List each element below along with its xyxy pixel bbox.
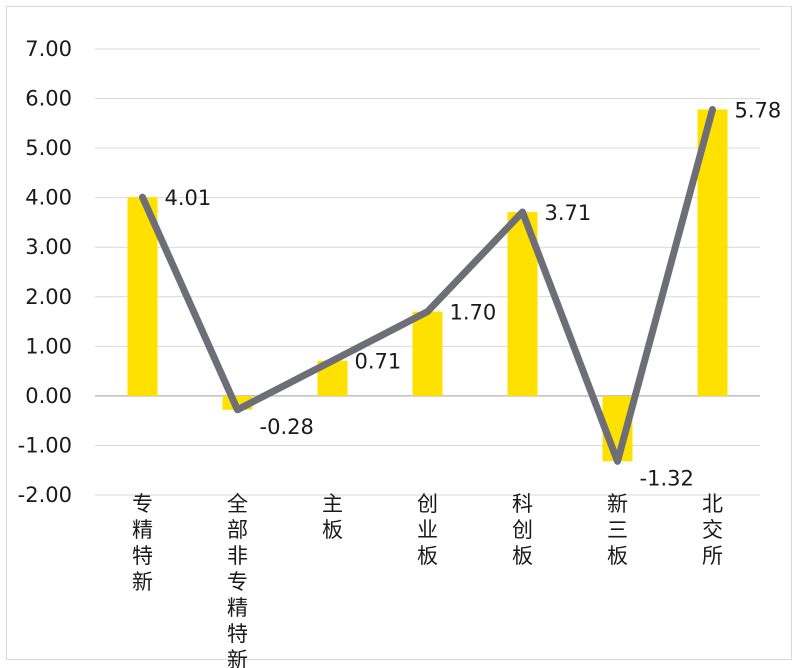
- y-tick-label: 3.00: [25, 235, 72, 259]
- y-tick-label: 0.00: [25, 384, 72, 408]
- category-label-6: 北交所: [702, 492, 723, 568]
- series-polyline: [139, 105, 716, 465]
- y-tick-label: 5.00: [25, 136, 72, 160]
- bars: [127, 109, 728, 462]
- bar-3: [412, 311, 443, 396]
- category-label-5: 新三板: [607, 492, 628, 568]
- category-labels: 专精特新 全部非专精特新 主板 创业板 科创板 新三板 北交所: [132, 492, 723, 668]
- category-label-1: 全部非专精特新: [227, 492, 248, 668]
- y-tick-label: 7.00: [25, 37, 72, 61]
- bar-0: [127, 197, 158, 396]
- data-label-0: 4.01: [165, 186, 212, 210]
- y-tick-label: 1.00: [25, 334, 72, 358]
- data-label-3: 1.70: [450, 301, 497, 325]
- category-label-2: 主板: [322, 492, 343, 542]
- data-label-5: -1.32: [640, 466, 694, 490]
- category-label-4: 科创板: [512, 492, 533, 568]
- data-label-2: 0.71: [355, 350, 402, 374]
- category-label-3: 创业板: [417, 492, 438, 568]
- series-line: [139, 105, 716, 465]
- y-tick-label: 4.00: [25, 186, 72, 210]
- y-axis-ticks: 7.00 6.00 5.00 4.00 3.00 2.00 1.00 0.00 -1.00 -2.…: [18, 37, 72, 507]
- data-labels: 4.01 -0.28 0.71 1.70 3.71 -1.32 5.78: [165, 98, 782, 490]
- data-label-4: 3.71: [545, 201, 592, 225]
- gridlines: [95, 48, 760, 496]
- y-tick-label: 6.00: [25, 87, 72, 111]
- y-tick-label: 2.00: [25, 285, 72, 309]
- category-label-0: 专精特新: [132, 492, 153, 594]
- data-label-6: 5.78: [735, 98, 782, 122]
- y-tick-label: -2.00: [18, 483, 72, 507]
- data-label-1: -0.28: [260, 415, 314, 439]
- y-tick-label: -1.00: [18, 433, 72, 457]
